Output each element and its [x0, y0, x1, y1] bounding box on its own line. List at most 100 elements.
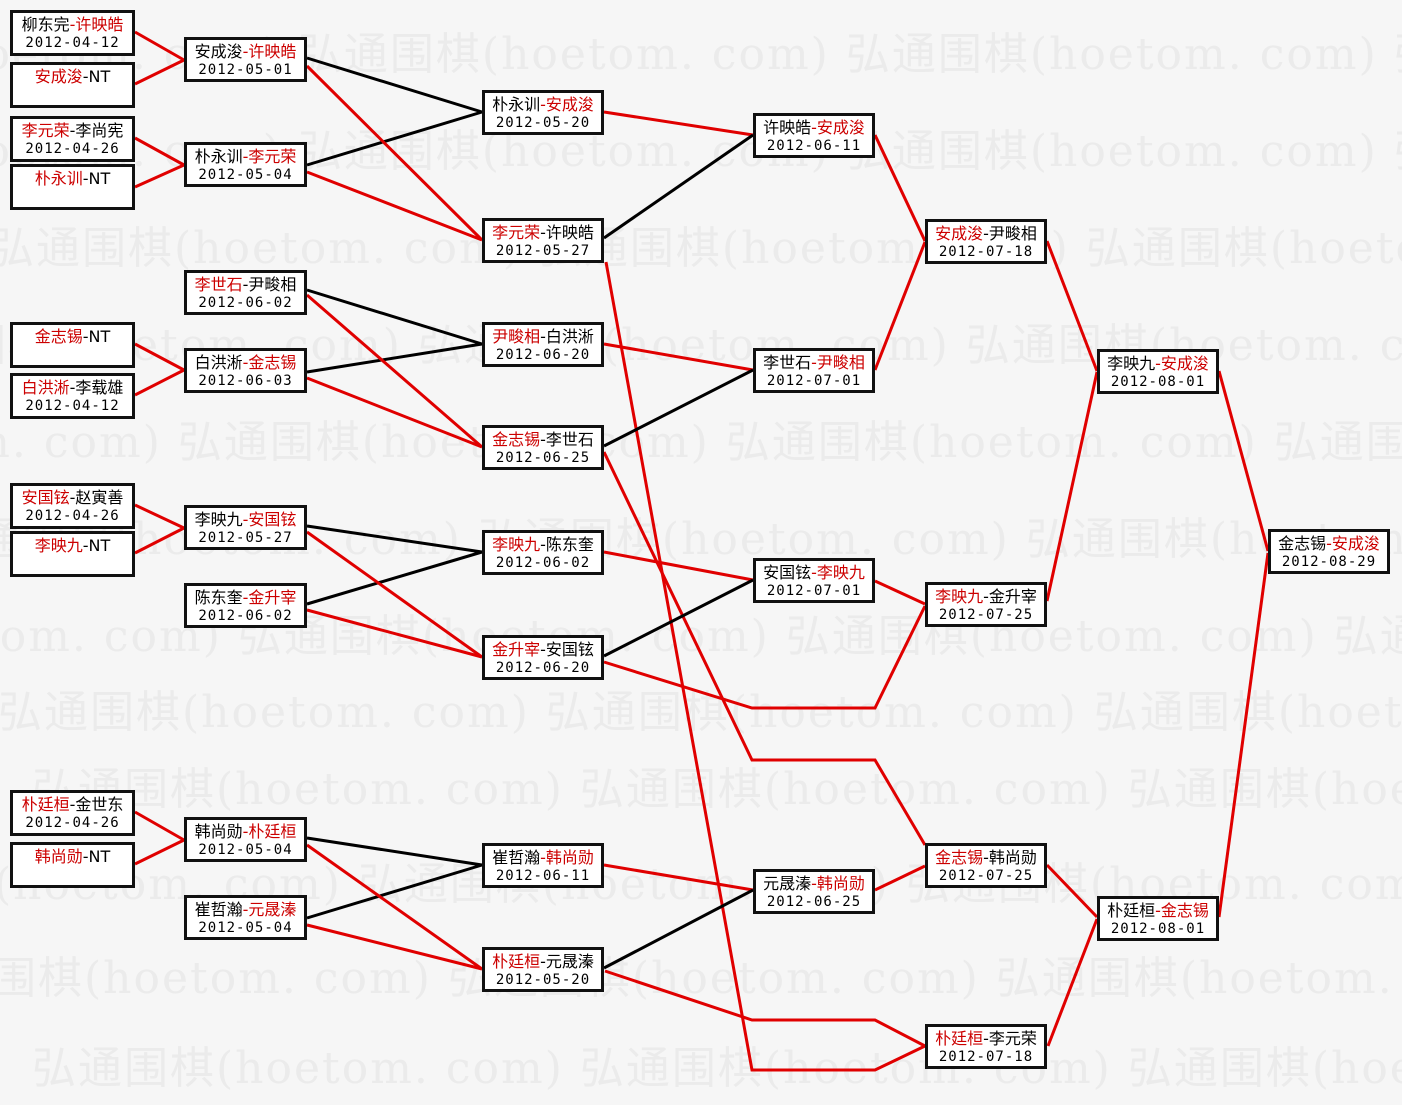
- match-players: 韩尚勋-朴廷桓: [195, 822, 297, 841]
- loser-path-line: [306, 836, 483, 867]
- match-players: 李元荣-许映皓: [492, 223, 594, 242]
- player-name: 韩尚勋: [34, 847, 83, 866]
- player-name: -安成浚: [1326, 534, 1380, 553]
- match-box: 陈东奎-金升宰 2012-06-02: [184, 583, 307, 628]
- winner-path-line: [134, 136, 185, 167]
- player-name: -尹畯相: [242, 275, 297, 294]
- match-box: 李元荣-李尚宪 2012-04-26: [10, 116, 135, 162]
- match-box: 李元荣-许映皓 2012-05-27: [482, 218, 604, 263]
- match-box: 朴廷桓-元晟溱 2012-05-20: [482, 947, 604, 992]
- match-box: 安国铉-李映九 2012-07-01: [753, 558, 875, 603]
- player-name: 李映九: [1107, 354, 1156, 373]
- player-name: -安国铉: [540, 640, 594, 659]
- match-date: 2012-06-20: [495, 347, 591, 363]
- watermark-text: 弘通围棋(hoetom. com) 弘通围棋(hoetom. com) 弘通围棋…: [0, 223, 1402, 274]
- player-name: -安成浚: [811, 118, 865, 137]
- player-name: 李映九: [935, 587, 984, 606]
- player-name: 朴永训: [492, 95, 541, 114]
- winner-path-line: [134, 810, 185, 842]
- match-players: 李元荣-李尚宪: [22, 121, 124, 140]
- player-name: 李元荣: [21, 121, 70, 140]
- match-players: 韩尚勋-NT: [35, 847, 111, 866]
- winner-path-line: [1045, 863, 1099, 919]
- match-players: 朴廷桓-金志锡: [1107, 901, 1209, 920]
- player-name: 朴廷桓: [935, 1029, 984, 1048]
- match-players: 朴廷桓-李元荣: [935, 1029, 1037, 1048]
- match-box: 金志锡-韩尚勋 2012-07-25: [925, 843, 1047, 888]
- match-date: 2012-07-25: [938, 868, 1034, 884]
- match-players: 金志锡-NT: [35, 327, 111, 346]
- match-date: 2012-04-26: [25, 141, 120, 157]
- loser-path-line: [603, 888, 754, 970]
- winner-path-line: [603, 605, 927, 710]
- player-name: 金志锡: [1278, 534, 1327, 553]
- player-name: -许映皓: [242, 42, 297, 61]
- winner-path-line: [603, 342, 754, 372]
- match-players: 尹畯相-白洪淅: [492, 327, 594, 346]
- winner-path-line: [306, 843, 483, 971]
- player-name: -金世东: [69, 795, 124, 814]
- winner-path-line: [1217, 370, 1270, 552]
- match-box: 朴廷桓-金世东 2012-04-26: [10, 790, 135, 836]
- loser-path-line: [306, 56, 483, 114]
- winner-path-line: [306, 376, 483, 449]
- match-date: 2012-05-20: [495, 972, 591, 988]
- match-date: 2012-08-01: [1110, 374, 1206, 390]
- player-name: 尹畯相: [492, 327, 541, 346]
- match-players: 陈东奎-金升宰: [195, 588, 297, 607]
- match-date: 2012-06-03: [198, 373, 293, 389]
- winner-path-line: [134, 342, 185, 372]
- match-box: 许映皓-安成浚 2012-06-11: [753, 113, 875, 158]
- match-box: 尹畯相-白洪淅 2012-06-20: [482, 322, 604, 367]
- player-name: 李映九: [34, 536, 83, 555]
- match-date: 2012-07-01: [766, 373, 862, 389]
- watermark-text: 弘通围棋(hoetom. com) 弘通围棋(hoetom. com) 弘通围棋…: [0, 417, 1402, 468]
- winner-path-line: [873, 134, 927, 242]
- winner-path-line: [1045, 240, 1099, 372]
- player-name: -NT: [82, 67, 111, 86]
- player-name: 朴廷桓: [21, 795, 70, 814]
- winner-path-line: [602, 451, 927, 846]
- loser-path-line: [306, 342, 483, 374]
- match-players: 李映九-安成浚: [1107, 354, 1209, 373]
- match-box: 李映九-安国铉 2012-05-27: [184, 505, 307, 550]
- match-box: 白洪淅-李载雄 2012-04-12: [10, 373, 135, 419]
- player-name: 白洪淅: [21, 378, 70, 397]
- winner-path-line: [603, 110, 754, 137]
- player-name: -元晟溱: [242, 900, 297, 919]
- match-players: 朴永训-李元荣: [195, 147, 297, 166]
- player-name: -韩尚勋: [540, 848, 594, 867]
- watermark-text: 弘通围棋(hoetom. com) 弘通围棋(hoetom. com) 弘通围棋…: [32, 1043, 1402, 1094]
- winner-path-line: [604, 261, 926, 1072]
- match-date: 2012-04-12: [25, 398, 120, 414]
- match-box: 元晟溱-韩尚勋 2012-06-25: [753, 869, 875, 914]
- match-box: 韩尚勋-朴廷桓 2012-05-04: [184, 817, 307, 862]
- player-name: -韩尚勋: [811, 874, 865, 893]
- match-players: 安成浚-许映皓: [195, 42, 297, 61]
- match-box: 朴永训-安成浚 2012-05-20: [482, 90, 604, 135]
- player-name: 元晟溱: [763, 874, 812, 893]
- match-box: 朴廷桓-金志锡 2012-08-01: [1097, 896, 1219, 941]
- player-name: 朴廷桓: [492, 952, 541, 971]
- player-name: 安国铉: [21, 488, 70, 507]
- match-players: 柳东完-许映皓: [22, 15, 124, 34]
- match-date: 2012-05-01: [198, 62, 293, 78]
- match-date: 2012-06-25: [495, 450, 591, 466]
- match-box: 柳东完-许映皓 2012-04-12: [10, 10, 135, 56]
- match-players: 崔哲瀚-元晟溱: [195, 900, 297, 919]
- winner-path-line: [1045, 371, 1099, 602]
- player-name: -安成浚: [1155, 354, 1209, 373]
- match-date: 2012-05-04: [198, 167, 293, 183]
- player-name: -元晟溱: [540, 952, 594, 971]
- player-name: -安成浚: [540, 95, 594, 114]
- match-players: 安国铉-李映九: [763, 563, 865, 582]
- player-name: 李映九: [194, 510, 243, 529]
- winner-path-line: [1046, 918, 1099, 1047]
- match-date: 2012-04-26: [25, 815, 120, 831]
- player-name: 李映九: [492, 535, 541, 554]
- match-date: 2012-05-04: [198, 920, 293, 936]
- winner-path-line: [134, 838, 185, 866]
- player-name: -李世石: [540, 430, 594, 449]
- match-players: 安成浚-尹畯相: [935, 224, 1037, 243]
- loser-path-line: [306, 863, 483, 920]
